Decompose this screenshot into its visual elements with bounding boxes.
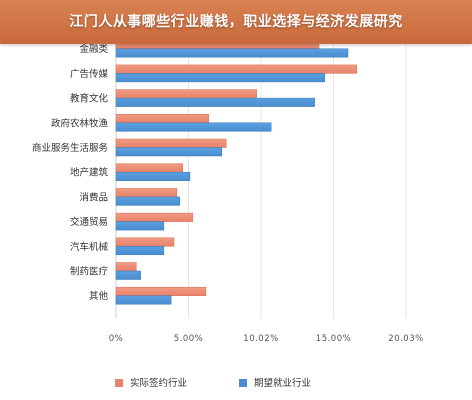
bar-actual — [115, 138, 227, 148]
category-label: 交通贸易 — [70, 216, 108, 228]
x-axis-ticks: 0% 5.00% 10.02% 15.00% 20.03% — [109, 334, 423, 344]
x-tick-label: 20.03% — [388, 334, 423, 344]
x-tick-label: 10.02% — [243, 334, 278, 344]
bar-expected — [115, 270, 141, 280]
bar-actual — [115, 64, 357, 74]
page-title: 江门人从事哪些行业赚钱，职业选择与经济发展研究 — [69, 14, 403, 30]
bar-actual — [115, 89, 257, 99]
bar-actual — [115, 286, 207, 296]
legend-swatch-expected — [239, 379, 247, 387]
bar-expected — [115, 295, 172, 305]
category-label: 广告传媒 — [70, 68, 109, 80]
category-label: 制药医疗 — [70, 266, 109, 278]
category-label: 商业服务生活服务 — [32, 142, 109, 154]
bar-expected — [115, 196, 181, 206]
bar-actual — [115, 237, 175, 247]
x-tick-label: 15.00% — [316, 334, 351, 344]
bar-expected — [115, 48, 349, 58]
legend-label-actual: 实际签约行业 — [130, 377, 187, 389]
category-label: 教育文化 — [70, 93, 109, 105]
category-label: 汽车机械 — [70, 241, 109, 253]
category-label: 政府农林牧渔 — [51, 117, 109, 129]
legend: 实际签约行业 期望就业行业 — [115, 377, 311, 389]
bar-actual — [115, 188, 178, 198]
category-label: 金融类 — [79, 43, 108, 55]
bar-actual — [115, 114, 210, 124]
bar-expected — [115, 73, 326, 83]
legend-swatch-actual — [115, 379, 123, 387]
category-label: 其他 — [89, 290, 109, 302]
x-tick-label: 5.00% — [174, 334, 204, 344]
category-labels: IT互联网金融类广告传媒教育文化政府农林牧渔商业服务生活服务地产建筑消费品交通贸… — [32, 20, 109, 303]
category-label: 地产建筑 — [70, 167, 109, 179]
bar-expected — [115, 171, 191, 181]
bar-expected — [115, 147, 223, 157]
bar-expected — [115, 246, 165, 256]
bar-actual — [115, 163, 183, 173]
x-tick-label: 0% — [109, 334, 124, 344]
bars — [115, 15, 405, 305]
bar-expected — [115, 122, 272, 132]
bar-expected — [115, 97, 315, 107]
category-label: 消费品 — [79, 191, 108, 203]
bar-expected — [115, 221, 165, 231]
bar-actual — [115, 212, 194, 222]
legend-label-expected: 期望就业行业 — [254, 377, 311, 389]
title-banner — [0, 0, 472, 44]
bar-actual — [115, 262, 137, 272]
